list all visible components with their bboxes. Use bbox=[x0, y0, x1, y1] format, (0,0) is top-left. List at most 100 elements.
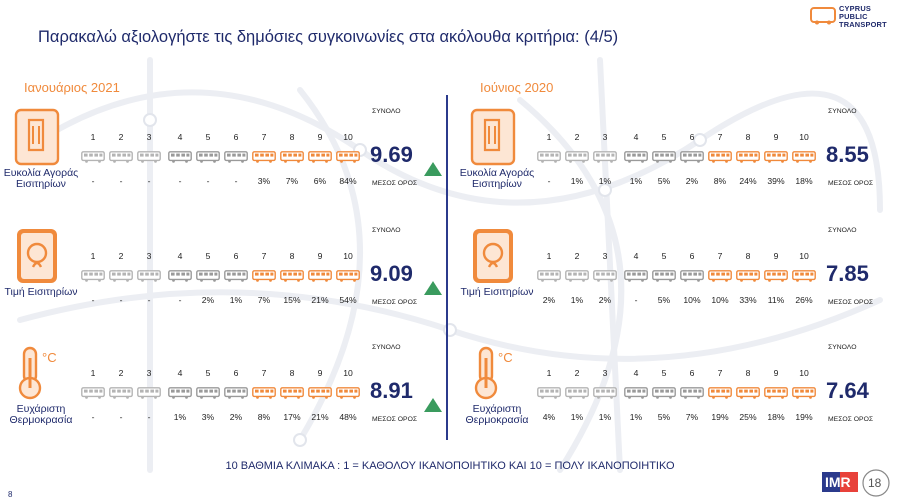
scale-bus-row bbox=[536, 150, 816, 164]
percentage-value: 48% bbox=[339, 412, 357, 422]
scale-number: 5 bbox=[205, 368, 211, 378]
scale-bus-row bbox=[80, 386, 360, 400]
panel-divider bbox=[446, 95, 448, 440]
bus-icon bbox=[624, 150, 648, 163]
percentage-value: 1% bbox=[173, 412, 187, 422]
percentage-value: - bbox=[91, 176, 95, 186]
bus-icon bbox=[593, 150, 617, 163]
scale-number: 8 bbox=[289, 132, 295, 142]
bus-logo-icon bbox=[810, 7, 836, 25]
bus-icon bbox=[736, 150, 760, 163]
percentage-value: 8% bbox=[257, 412, 271, 422]
bus-icon bbox=[308, 386, 332, 399]
bus-icon bbox=[680, 150, 704, 163]
scale-footnote: 10 ΒΑΘΜΙΑ ΚΛΙΜΑΚΑ : 1 = ΚΑΘΟΛΟΥ ΙΚΑΝΟΠΟΙ… bbox=[225, 460, 675, 472]
bus-icon bbox=[736, 269, 760, 282]
scale-numbers: 1 2 3 4 5 6 7 8 9 10 bbox=[80, 368, 360, 384]
percentage-value: 26% bbox=[795, 295, 813, 305]
scale-number: 10 bbox=[343, 132, 353, 142]
bus-icon bbox=[537, 269, 561, 282]
bus-icon bbox=[168, 150, 192, 163]
percentage-value: 1% bbox=[598, 412, 612, 422]
scale-number: 5 bbox=[205, 132, 211, 142]
scale-number: 10 bbox=[343, 251, 353, 261]
bus-icon bbox=[624, 386, 648, 399]
bus-icon bbox=[109, 269, 133, 282]
percentage-value: - bbox=[119, 295, 123, 305]
bus-icon bbox=[81, 150, 105, 163]
percentage-value: 8% bbox=[713, 176, 727, 186]
bus-icon bbox=[252, 269, 276, 282]
criterion-label: Τιμή Εισιτηρίων bbox=[460, 286, 534, 298]
percentage-value: 1% bbox=[629, 412, 643, 422]
ticket-icon bbox=[470, 108, 516, 166]
scale-number: 9 bbox=[317, 251, 323, 261]
scale-number: 10 bbox=[799, 132, 809, 142]
total-label: ΣΥΝΟΛΟ bbox=[828, 227, 857, 234]
bus-icon bbox=[196, 150, 220, 163]
scale-number: 4 bbox=[633, 251, 639, 261]
bus-icon bbox=[565, 386, 589, 399]
percentage-value: 2% bbox=[685, 176, 699, 186]
mean-score: 7.85 bbox=[826, 261, 869, 286]
scale-percentages: - - - 1% 3% 2% 8% 17% 21% 48% bbox=[80, 412, 360, 428]
percentage-value: 84% bbox=[339, 176, 357, 186]
criterion-label: Ευκολία Αγοράς Εισιτηρίων bbox=[3, 167, 79, 190]
trend-up-icon bbox=[424, 398, 442, 412]
percentage-value: - bbox=[178, 295, 182, 305]
bus-icon bbox=[708, 386, 732, 399]
criterion-label: Ευκολία Αγοράς Εισιτηρίων bbox=[459, 167, 535, 190]
page-number: 8 bbox=[8, 490, 13, 499]
scale-number: 5 bbox=[661, 132, 667, 142]
scale-number: 7 bbox=[261, 251, 267, 261]
percentage-value: 19% bbox=[795, 412, 813, 422]
scale-number: 9 bbox=[317, 132, 323, 142]
bus-icon bbox=[224, 150, 248, 163]
mean-score: 7.64 bbox=[826, 378, 869, 403]
criterion-label: Ευχάριστη Θερμοκρασία bbox=[9, 403, 73, 426]
bus-icon bbox=[280, 386, 304, 399]
percentage-value: 7% bbox=[257, 295, 271, 305]
scale-number: 6 bbox=[689, 132, 695, 142]
percentage-value: 5% bbox=[657, 412, 671, 422]
scale-number: 7 bbox=[261, 368, 267, 378]
scale-number: 5 bbox=[661, 251, 667, 261]
scale-number: 3 bbox=[146, 368, 152, 378]
svg-text:°C: °C bbox=[42, 350, 57, 365]
percentage-value: 15% bbox=[283, 295, 301, 305]
bus-icon bbox=[308, 269, 332, 282]
bus-icon bbox=[168, 269, 192, 282]
percentage-value: 7% bbox=[685, 412, 699, 422]
percentage-value: 5% bbox=[657, 176, 671, 186]
percentage-value: 21% bbox=[311, 412, 329, 422]
scale-numbers: 1 2 3 4 5 6 7 8 9 10 bbox=[80, 132, 360, 148]
scale-numbers: 1 2 3 4 5 6 7 8 9 10 bbox=[80, 251, 360, 267]
scale-number: 6 bbox=[689, 251, 695, 261]
mean-label: ΜΕΣΟΣ ΟΡΟΣ bbox=[828, 180, 874, 187]
scale-number: 8 bbox=[289, 368, 295, 378]
percentage-value: - bbox=[547, 176, 551, 186]
bus-icon bbox=[196, 269, 220, 282]
scale-number: 1 bbox=[546, 368, 552, 378]
scale-bus-row bbox=[536, 269, 816, 283]
percentage-value: 6% bbox=[313, 176, 327, 186]
scale-bus-row bbox=[80, 150, 360, 164]
bus-icon bbox=[792, 269, 816, 282]
scale-number: 2 bbox=[118, 251, 124, 261]
percentage-value: 10% bbox=[711, 295, 729, 305]
bus-icon bbox=[764, 386, 788, 399]
bus-icon bbox=[280, 150, 304, 163]
scale-number: 2 bbox=[118, 368, 124, 378]
bus-icon bbox=[680, 269, 704, 282]
bus-icon bbox=[792, 150, 816, 163]
mean-score: 9.69 bbox=[370, 142, 413, 167]
scale-number: 2 bbox=[574, 368, 580, 378]
scale-number: 5 bbox=[661, 368, 667, 378]
bus-icon bbox=[137, 386, 161, 399]
scale-number: 2 bbox=[574, 251, 580, 261]
total-label: ΣΥΝΟΛΟ bbox=[372, 227, 401, 234]
percentage-value: - bbox=[91, 295, 95, 305]
scale-number: 7 bbox=[717, 132, 723, 142]
bus-icon bbox=[336, 386, 360, 399]
